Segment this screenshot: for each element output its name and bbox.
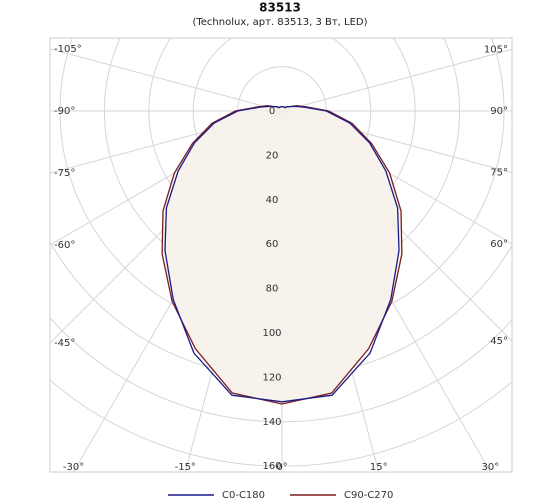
theta-tick-label: 15° — [370, 462, 388, 473]
theta-tick-label: 105° — [484, 44, 508, 55]
r-tick-label: 60 — [266, 239, 279, 250]
chart-subtitle: (Technolux, арт. 83513, 3 Вт, LED) — [192, 17, 367, 28]
theta-tick-label: -30° — [63, 462, 84, 473]
r-tick-label: 0 — [269, 106, 275, 117]
theta-tick-label: -105° — [54, 44, 82, 55]
theta-tick-label: 60° — [490, 239, 508, 250]
theta-tick-label: 0° — [276, 462, 287, 473]
r-tick-label: 140 — [262, 417, 281, 428]
legend-label: C0-C180 — [222, 490, 265, 501]
r-tick-label: 160 — [262, 461, 281, 472]
legend: C0-C180 C90-C270 — [168, 490, 393, 501]
theta-tick-label: 30° — [482, 462, 500, 473]
theta-tick-label: -75° — [54, 168, 75, 179]
grid-spoke — [50, 48, 283, 112]
plot — [161, 105, 403, 405]
legend-label: C90-C270 — [344, 490, 393, 501]
theta-tick-label: -45° — [54, 338, 75, 349]
series-line — [164, 105, 400, 403]
theta-tick-label: -60° — [54, 240, 75, 251]
chart-title: 83513 — [259, 1, 301, 15]
theta-tick-label: 75° — [490, 168, 508, 179]
r-tick-label: 40 — [266, 195, 279, 206]
r-tick-label: 100 — [262, 328, 281, 339]
theta-tick-label: -15° — [175, 462, 196, 473]
theta-tick-label: -90° — [54, 106, 75, 117]
labels: 0 20 40 60 80 100 120 140 160 -105° -90° -75° -60° -4… — [54, 44, 508, 473]
theta-tick-label: 45° — [490, 336, 508, 347]
r-tick-label: 20 — [266, 150, 279, 161]
r-tick-label: 120 — [262, 372, 281, 383]
r-tick-label: 80 — [266, 284, 279, 295]
theta-tick-label: 90° — [490, 106, 508, 117]
grid-spoke — [281, 48, 512, 112]
